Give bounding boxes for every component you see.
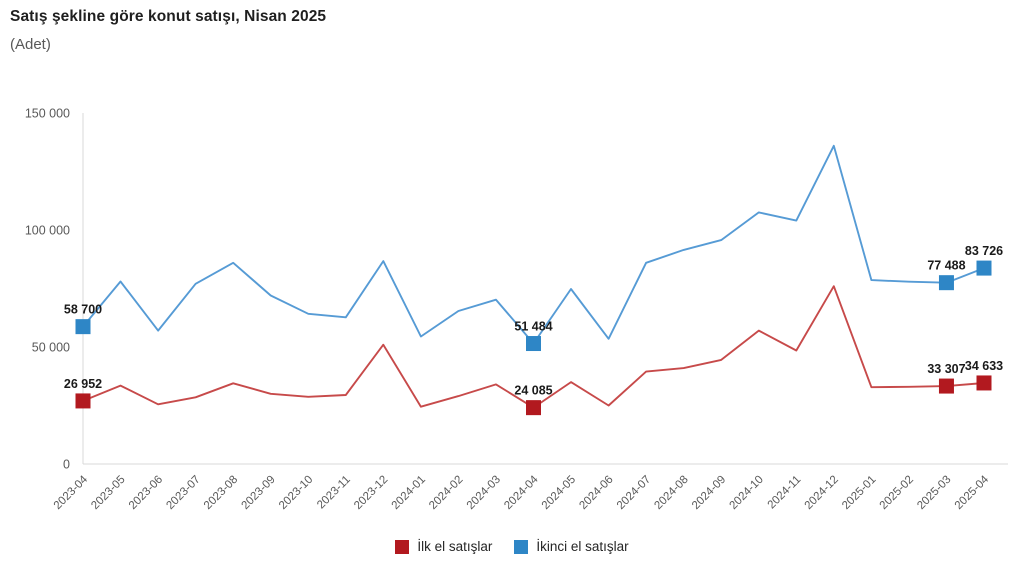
x-tick-label: 2024-04 [502, 473, 541, 512]
second-hand-sales-value-label: 83 726 [965, 244, 1003, 258]
x-tick-label: 2024-12 [803, 474, 841, 512]
x-tick-label: 2024-05 [540, 474, 578, 512]
x-tick-label: 2024-06 [577, 474, 615, 512]
x-tick-label: 2023-04 [52, 473, 91, 512]
x-tick-label: 2025-01 [840, 474, 878, 512]
second-hand-sales-marker-2024-04 [526, 336, 541, 352]
first-hand-sales-marker-2023-04 [75, 393, 91, 409]
first-hand-sales-value-label: 26 952 [64, 377, 102, 391]
x-tick-label: 2024-10 [728, 474, 766, 512]
y-tick-label: 150 000 [25, 107, 70, 121]
second-hand-sales-marker-2025-03 [938, 275, 954, 291]
x-tick-label: 2023-05 [89, 474, 127, 512]
second-hand-sales-marker-2023-04 [75, 319, 91, 335]
second-hand-legend-label: İkinci el satışlar [536, 539, 629, 554]
y-tick-label: 0 [63, 458, 70, 472]
second-hand-sales-line [82, 144, 985, 345]
first-hand-legend-swatch [395, 539, 410, 554]
chart-title: Satış şekline göre konut satışı, Nisan 2… [10, 8, 327, 25]
first-hand-sales-marker-2025-03 [938, 378, 954, 394]
x-tick-label: 2024-07 [615, 474, 653, 512]
y-tick-label: 50 000 [32, 341, 70, 355]
y-tick-label: 100 000 [25, 224, 70, 238]
first-hand-sales-value-label: 24 085 [514, 384, 552, 398]
x-tick-label: 2024-03 [465, 474, 503, 512]
x-tick-label: 2025-03 [915, 474, 953, 512]
legend-item-second-hand: İkinci el satışlar [514, 539, 629, 554]
x-tick-label: 2023-06 [127, 474, 165, 512]
first-hand-sales-marker-2025-04 [976, 375, 992, 391]
x-tick-label: 2023-08 [202, 474, 240, 512]
first-hand-sales-marker-2024-04 [526, 400, 541, 416]
second-hand-sales-value-label: 77 488 [927, 259, 965, 273]
first-hand-legend-label: İlk el satışlar [417, 539, 493, 554]
first-hand-sales-value-label: 34 633 [965, 359, 1003, 373]
x-tick-label: 2025-02 [878, 474, 916, 512]
second-hand-sales-value-label: 58 700 [64, 303, 102, 317]
second-hand-sales-marker-2025-04 [976, 260, 992, 276]
x-tick-label: 2025-04 [953, 473, 992, 512]
second-hand-legend-swatch [514, 539, 529, 554]
second-hand-sales-value-label: 51 484 [514, 320, 552, 334]
x-tick-label: 2024-02 [427, 474, 465, 512]
x-tick-label: 2023-09 [239, 474, 277, 512]
chart-unit-subtitle: (Adet) [10, 36, 51, 53]
x-tick-label: 2024-01 [390, 474, 428, 512]
legend-item-first-hand: İlk el satışlar [395, 539, 492, 554]
first-hand-sales-value-label: 33 307 [927, 362, 965, 376]
x-tick-label: 2023-10 [277, 474, 315, 512]
x-tick-label: 2023-11 [315, 474, 353, 512]
x-tick-label: 2024-08 [652, 474, 690, 512]
chart-legend: İlk el satışlar İkinci el satışlar [0, 539, 1024, 554]
x-tick-label: 2023-12 [352, 474, 390, 512]
x-tick-label: 2024-11 [766, 474, 804, 512]
x-tick-label: 2024-09 [690, 474, 728, 512]
x-tick-label: 2023-07 [164, 474, 202, 512]
